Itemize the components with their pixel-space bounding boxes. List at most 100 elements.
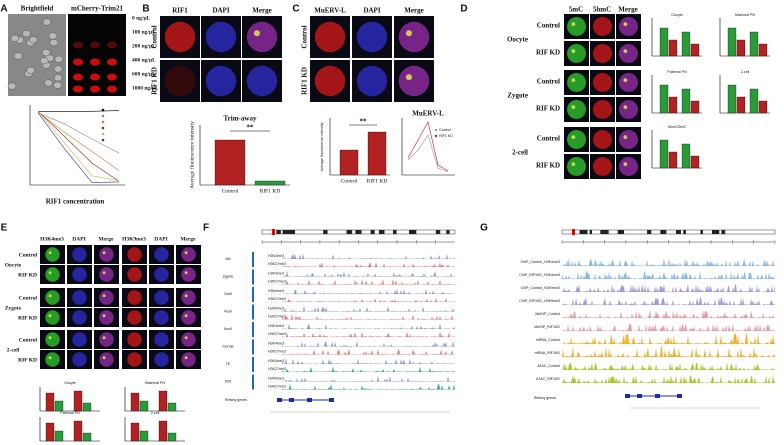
label: Paternal PN (60, 411, 80, 415)
cell (72, 290, 87, 305)
signal-track (562, 362, 775, 370)
spot (48, 356, 52, 360)
trend-line (37, 110, 120, 181)
label: DAPI (154, 236, 167, 242)
group-label: 8cell (224, 327, 232, 331)
track-label: H3K27me3 (268, 367, 286, 371)
signal-track (282, 253, 455, 259)
cell (45, 352, 60, 367)
exon (637, 394, 642, 398)
track-label: H3K4me3 (268, 376, 284, 380)
cell (154, 332, 169, 347)
bar (130, 422, 140, 442)
track-label: ChIP_RIF1KD_H3K4me3 (519, 273, 560, 277)
oocyte (107, 58, 117, 66)
axis-title: Average fluorescence intensity (320, 122, 324, 171)
cell (593, 100, 612, 119)
label: 1000 ng/µL (132, 85, 159, 91)
track-label: Refseq genes (534, 396, 556, 400)
spot (571, 135, 576, 140)
bar (158, 420, 168, 442)
row-label: RIF1 KD (151, 67, 159, 95)
band (711, 230, 720, 234)
group-label: 4cell (224, 309, 232, 313)
spot (184, 314, 188, 318)
micrograph (68, 14, 126, 96)
bar (736, 96, 746, 114)
oocyte (29, 36, 38, 44)
oocyte (10, 34, 20, 42)
bar (339, 149, 359, 176)
label: A (0, 4, 7, 15)
oocyte (90, 58, 100, 66)
cell (593, 44, 612, 63)
exon (677, 394, 682, 398)
cell (99, 332, 114, 347)
spot (405, 30, 412, 37)
stage-label: Zygote (5, 305, 22, 311)
bar (45, 422, 55, 442)
cell (154, 310, 169, 325)
track-label: mRNA_RIF1KD (535, 351, 561, 355)
label: Merge (98, 236, 114, 242)
trend-line (37, 112, 120, 154)
oocyte (90, 85, 100, 93)
ideogram (561, 229, 776, 235)
cell (593, 17, 612, 36)
label: 100 ng/µL (132, 29, 156, 35)
signal-track (562, 297, 775, 305)
label: 5hmC (593, 6, 611, 14)
group-label: morula (223, 344, 234, 348)
label: Control (439, 128, 451, 132)
row-label: Control (537, 22, 560, 30)
signal-track (282, 261, 455, 267)
band (378, 230, 382, 234)
legend-dot (101, 138, 105, 142)
stage-label: Zygote (507, 92, 528, 100)
cell (356, 21, 388, 53)
band (323, 230, 328, 234)
band (602, 230, 609, 234)
spot (184, 294, 188, 298)
label: 2-cell (741, 70, 750, 74)
signal-track (562, 333, 775, 344)
oocyte (42, 18, 52, 26)
legend-dot (434, 134, 438, 138)
label: Control (222, 188, 239, 194)
oocyte (26, 66, 35, 74)
spot (623, 22, 628, 27)
spot (102, 314, 106, 318)
label: H3K9me3 (122, 236, 146, 242)
cell (398, 65, 430, 97)
bar (681, 88, 691, 114)
bar (659, 139, 669, 169)
spot (184, 271, 188, 275)
cell (398, 21, 430, 53)
trend-line (37, 111, 120, 171)
track-label: ChIP_Control_H3K4me3 (520, 260, 560, 264)
cell (181, 247, 196, 262)
track-label: ChIP_Control_H3K9me3 (520, 286, 560, 290)
spot (571, 49, 576, 54)
oocyte (107, 85, 117, 93)
band (435, 230, 441, 234)
exon (655, 394, 660, 398)
spot (48, 336, 52, 340)
cell (619, 100, 638, 119)
label: Control (341, 178, 358, 184)
cell (593, 73, 612, 92)
label: B (142, 4, 149, 15)
cell (619, 73, 638, 92)
bar (82, 402, 92, 412)
legend-dot (101, 114, 105, 118)
bar (167, 432, 177, 442)
spot (102, 336, 106, 340)
label: G (480, 223, 488, 234)
cell (246, 65, 278, 97)
row-label: Control (19, 252, 38, 258)
spot (48, 314, 52, 318)
cell (154, 247, 169, 262)
signal-track (562, 323, 775, 331)
exon (277, 398, 282, 402)
band (589, 230, 592, 234)
